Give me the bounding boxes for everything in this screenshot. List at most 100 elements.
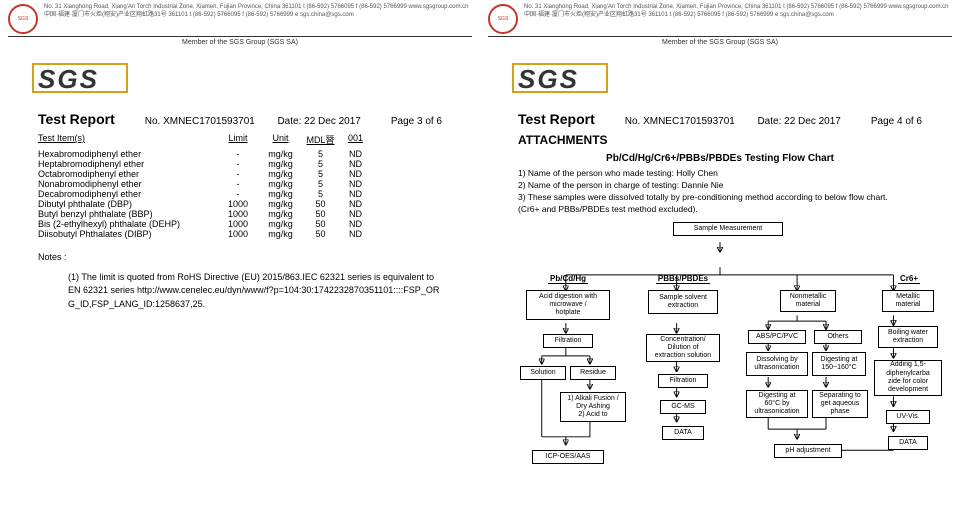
- page-3: SGS No. 31 Xianghong Road, Xiang'An Torc…: [0, 0, 480, 506]
- seal-stamp: SGS: [488, 4, 518, 34]
- logo: SGS: [38, 64, 472, 95]
- col-mdl: MDL朁: [303, 133, 338, 146]
- cell: -: [218, 189, 258, 199]
- col-item: Test Item(s): [38, 133, 218, 146]
- cell: Dibutyl phthalate (DBP): [38, 199, 218, 209]
- seal-stamp: SGS: [8, 4, 38, 34]
- cell: mg/kg: [258, 159, 303, 169]
- cell: Decabromodiphenyl ether: [38, 189, 218, 199]
- cell: 5: [303, 179, 338, 189]
- node-digesting-60: Digesting at 60°C by ultrasonication: [746, 390, 808, 418]
- member-line: Member of the SGS Group (SGS SA): [8, 39, 472, 46]
- attachments-title: ATTACHMENTS: [518, 133, 922, 147]
- node-separating-aqueous: Separating to get aqueous phase: [812, 390, 868, 418]
- letterhead: SGS No. 31 Xianghong Road, Xiang'An Torc…: [8, 4, 472, 37]
- cell: ND: [338, 209, 373, 219]
- node-data-c: DATA: [888, 436, 928, 450]
- cell: ND: [338, 199, 373, 209]
- cell: mg/kg: [258, 169, 303, 179]
- cell: mg/kg: [258, 189, 303, 199]
- report-header: Test Report No. XMNEC1701593701 Date: 22…: [518, 111, 922, 127]
- cell: 1000: [218, 219, 258, 229]
- node-sample-solvent-extraction: Sample solvent extraction: [648, 290, 718, 314]
- cell: ND: [338, 219, 373, 229]
- node-metallic: Metallic material: [882, 290, 934, 312]
- cell: 50: [303, 229, 338, 239]
- node-gc-ms: GC-MS: [660, 400, 706, 414]
- cell: 1000: [218, 209, 258, 219]
- cell: Diisobutyl Phthalates (DIBP): [38, 229, 218, 239]
- flow-arrows: [508, 222, 932, 482]
- cell: ND: [338, 169, 373, 179]
- node-solution: Solution: [520, 366, 566, 380]
- cell: 5: [303, 189, 338, 199]
- table-row: Heptabromodiphenyl ether-mg/kg5ND: [38, 159, 442, 169]
- table-row: Diisobutyl Phthalates (DIBP)1000mg/kg50N…: [38, 229, 442, 239]
- report-no: No. XMNEC1701593701: [145, 116, 278, 127]
- cell: ND: [338, 149, 373, 159]
- report-no: No. XMNEC1701593701: [625, 116, 758, 127]
- cell: mg/kg: [258, 209, 303, 219]
- node-filtration-a: Filtration: [543, 334, 593, 348]
- node-nonmetallic: Nonmetallic material: [780, 290, 836, 312]
- cell: 5: [303, 149, 338, 159]
- col-001: 001: [338, 133, 373, 146]
- node-residue: Residue: [570, 366, 616, 380]
- cell: Nonabromodiphenyl ether: [38, 179, 218, 189]
- node-boiling-water: Boiling water extraction: [878, 326, 938, 348]
- node-acid-digestion: Acid digestion with microwave / hotplate: [526, 290, 610, 320]
- node-ph-adjustment: pH adjustment: [774, 444, 842, 458]
- flow-chart-title: Pb/Cd/Hg/Cr6+/PBBs/PBDEs Testing Flow Ch…: [518, 153, 922, 164]
- node-others: Others: [814, 330, 862, 344]
- member-line: Member of the SGS Group (SGS SA): [488, 39, 952, 46]
- col-label-pbcdhg: Pb/Cd/Hg: [538, 274, 598, 284]
- table-row: Dibutyl phthalate (DBP)1000mg/kg50ND: [38, 199, 442, 209]
- cell: mg/kg: [258, 179, 303, 189]
- col-limit: Limit: [218, 133, 258, 146]
- node-sample-measurement: Sample Measurement: [673, 222, 783, 236]
- node-uv-vis: UV-Vis.: [886, 410, 930, 424]
- notes-section: Notes : (1) The limit is quoted from RoH…: [38, 251, 442, 311]
- table-row: Nonabromodiphenyl ether-mg/kg5ND: [38, 179, 442, 189]
- cell: -: [218, 149, 258, 159]
- report-date: Date: 22 Dec 2017: [277, 116, 360, 127]
- node-diphenylcarbazide: Adding 1,5- diphenylcarba zide for color…: [874, 360, 942, 396]
- cell: -: [218, 179, 258, 189]
- cell: Octabromodiphenyl ether: [38, 169, 218, 179]
- cell: 50: [303, 199, 338, 209]
- cell: mg/kg: [258, 229, 303, 239]
- node-filtration-b: Filtration: [658, 374, 708, 388]
- cell: Bis (2-ethylhexyl) phthalate (DEHP): [38, 219, 218, 229]
- page-number: Page 4 of 6: [871, 116, 922, 127]
- page-number: Page 3 of 6: [391, 116, 442, 127]
- cell: Butyl benzyl phthalate (BBP): [38, 209, 218, 219]
- page-4: SGS No. 31 Xianghong Road, Xiang'An Torc…: [480, 0, 960, 506]
- table-row: Bis (2-ethylhexyl) phthalate (DEHP)1000m…: [38, 219, 442, 229]
- cell: 50: [303, 209, 338, 219]
- node-dissolving-ultrasonication: Dissolving by ultrasonication: [746, 352, 808, 376]
- cell: 5: [303, 169, 338, 179]
- report-date: Date: 22 Dec 2017: [757, 116, 840, 127]
- col-label-cr6: Cr6+: [894, 274, 924, 284]
- node-digesting-150: Digesting at 150~160°C: [812, 352, 866, 376]
- cell: mg/kg: [258, 149, 303, 159]
- table-row: Decabromodiphenyl ether-mg/kg5ND: [38, 189, 442, 199]
- addr-line2: 中国·福建·厦门市火炬(翔安)产业区翔虹路31号 361101 t (86-59…: [524, 12, 949, 20]
- notes-body: (1) The limit is quoted from RoHS Direct…: [68, 271, 442, 312]
- flow-notes: 1) Name of the person who made testing: …: [518, 168, 922, 216]
- node-data-b: DATA: [662, 426, 704, 440]
- cell: 50: [303, 219, 338, 229]
- table-row: Hexabromodiphenyl ether-mg/kg5ND: [38, 149, 442, 159]
- flow-note-2: 2) Name of the person in charge of testi…: [518, 180, 922, 192]
- cell: Hexabromodiphenyl ether: [38, 149, 218, 159]
- col-unit: Unit: [258, 133, 303, 146]
- test-items-table: Test Item(s) Limit Unit MDL朁 001 Hexabro…: [38, 133, 442, 239]
- cell: 1000: [218, 199, 258, 209]
- table-row: Octabromodiphenyl ether-mg/kg5ND: [38, 169, 442, 179]
- table-row: Butyl benzyl phthalate (BBP)1000mg/kg50N…: [38, 209, 442, 219]
- cell: 1000: [218, 229, 258, 239]
- letterhead: SGS No. 31 Xianghong Road, Xiang'An Torc…: [488, 4, 952, 37]
- node-icp-oes: ICP-OES/AAS: [532, 450, 604, 464]
- col-label-pbbs: PBBs/PBDEs: [648, 274, 718, 284]
- flow-note-3: 3) These samples were dissolved totally …: [518, 192, 922, 216]
